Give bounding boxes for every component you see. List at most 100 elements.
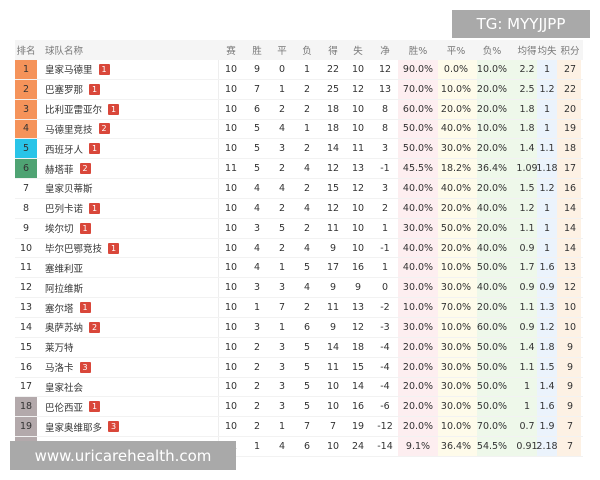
win-pct-cell: 40.0% <box>402 262 434 274</box>
table-row[interactable]: 7 皇家贝蒂斯 10 4 4 2 15 12 3 40.0% 40.0% 20.0% 1.5 1.2 16 <box>15 179 583 199</box>
team-name[interactable]: 马洛卡 <box>45 363 74 375</box>
loss-pct-cell: 50.0% <box>476 262 508 274</box>
rank-cell: 17 <box>19 381 33 393</box>
gd-cell: -3 <box>380 321 390 333</box>
team-name[interactable]: 皇家马德里 <box>45 65 93 77</box>
team-name[interactable]: 皇家贝蒂斯 <box>45 184 93 196</box>
avg-ga-cell: 1 <box>543 63 551 75</box>
drawn-cell: 4 <box>278 182 286 194</box>
gd-cell: -14 <box>377 440 393 452</box>
played-cell: 10 <box>224 103 238 115</box>
team-name[interactable]: 皇家社会 <box>45 382 84 394</box>
table-row[interactable]: 2 巴塞罗那 1 10 7 1 2 25 12 13 70.0% 10.0% 20.0% 2.5 1.2 22 <box>15 79 583 100</box>
table-row[interactable]: 1 皇家马德里 1 10 9 0 1 22 10 12 90.0% 0.0% 10.0% 2.2 1 27 <box>15 60 583 80</box>
rank-cell: 12 <box>19 282 33 294</box>
table-row[interactable]: 6 赫塔菲 2 11 5 2 4 12 13 -1 45.5% 18.2% 36.4% 1.09 1.18 1… <box>15 159 583 180</box>
team-name[interactable]: 巴伦西亚 <box>45 402 84 414</box>
team-name-cell: 马德里竞技 2 <box>45 120 110 139</box>
table-row[interactable]: 9 埃尔切 1 10 3 5 2 11 10 1 30.0% 50.0% 20.0% 1.1 1 14 <box>15 219 583 239</box>
win-pct-cell: 40.0% <box>402 202 434 214</box>
team-name[interactable]: 莱万特 <box>45 343 74 355</box>
team-name[interactable]: 赫塔菲 <box>45 164 74 176</box>
table-row[interactable]: 16 马洛卡 3 10 2 3 5 11 15 -4 20.0% 30.0% 50.0% 1.1 1.5 9 <box>15 358 583 378</box>
loss-pct-cell: 20.0% <box>476 143 508 155</box>
watermark-top: TG: MYYJJPP <box>452 10 590 38</box>
ga-cell: 10 <box>351 103 365 115</box>
rank-cell: 18 <box>15 397 37 417</box>
team-name[interactable]: 塞维利亚 <box>45 263 84 275</box>
table-row[interactable]: 10 毕尔巴鄂竞技 1 10 4 2 4 9 10 -1 40.0% 20.0% 40.0% 0.9 1 14 <box>15 239 583 259</box>
team-name[interactable]: 马德里竞技 <box>45 124 93 136</box>
points-cell: 7 <box>566 440 574 452</box>
ga-cell: 19 <box>351 421 365 433</box>
points-cell: 14 <box>563 222 577 234</box>
red-card-badge: 1 <box>108 242 120 254</box>
avg-ga-cell: 1 <box>543 103 551 115</box>
avg-gf-cell: 1 <box>523 401 531 413</box>
ga-cell: 24 <box>351 440 365 452</box>
table-row[interactable]: 19 皇家奥维耶多 3 10 2 1 7 7 19 -12 20.0% 10.0% 70.0% 0.7 1.… <box>15 417 583 438</box>
lost-cell: 5 <box>303 401 311 413</box>
avg-ga-cell: 1.5 <box>539 361 555 373</box>
table-row[interactable]: 12 阿拉维斯 10 3 3 4 9 9 0 30.0% 30.0% 40.0% 0.9 0.9 12 <box>15 278 583 299</box>
table-row[interactable]: 13 塞尔塔 1 10 1 7 2 11 13 -2 10.0% 70.0% 20.0% 1.1 1.3 10 <box>15 298 583 318</box>
team-name[interactable]: 巴列卡诺 <box>45 204 84 216</box>
red-card-badge: 3 <box>108 421 120 433</box>
win-pct-cell: 20.0% <box>402 381 434 393</box>
won-cell: 4 <box>253 262 261 274</box>
played-cell: 10 <box>224 321 238 333</box>
table-row[interactable]: 5 西班牙人 1 10 5 3 2 14 11 3 50.0% 30.0% 20.0% 1.4 1.1 18 <box>15 139 583 160</box>
team-name[interactable]: 毕尔巴鄂竞技 <box>45 244 103 256</box>
team-name-cell: 皇家马德里 1 <box>45 60 110 79</box>
draw-pct-cell: 20.0% <box>440 242 472 254</box>
team-name[interactable]: 埃尔切 <box>45 224 74 236</box>
team-name[interactable]: 西班牙人 <box>45 144 84 156</box>
table-row[interactable]: 3 比利亚雷亚尔 1 10 6 2 2 18 10 8 60.0% 20.0% 20.0% 1.8 1 20 <box>15 99 583 120</box>
win-pct-cell: 30.0% <box>402 222 434 234</box>
header-avg-gf: 均得 <box>517 46 537 57</box>
lost-cell: 6 <box>303 440 311 452</box>
drawn-cell: 3 <box>278 401 286 413</box>
table-row[interactable]: 4 马德里竞技 2 10 5 4 1 18 10 8 50.0% 40.0% 10.0% 1.8 1 19 <box>15 119 583 140</box>
loss-pct-cell: 20.0% <box>476 302 508 314</box>
drawn-cell: 1 <box>278 262 286 274</box>
win-pct-cell: 20.0% <box>402 361 434 373</box>
gf-cell: 12 <box>326 163 340 175</box>
table-row[interactable]: 17 皇家社会 10 2 3 5 10 14 -4 20.0% 30.0% 50.0% 1 1.4 9 <box>15 378 583 398</box>
points-cell: 9 <box>566 341 574 353</box>
drawn-cell: 4 <box>278 123 286 135</box>
loss-pct-cell: 60.0% <box>476 321 508 333</box>
won-cell: 2 <box>253 421 261 433</box>
team-name[interactable]: 奥萨苏纳 <box>45 323 84 335</box>
gf-cell: 22 <box>326 63 340 75</box>
rank-cell: 16 <box>19 361 33 373</box>
header-won: 胜 <box>252 46 262 57</box>
team-name-cell: 莱万特 <box>45 338 74 357</box>
rank-cell: 15 <box>19 341 33 353</box>
avg-gf-cell: 0.9 <box>519 282 535 294</box>
gd-cell: -1 <box>380 163 390 175</box>
avg-ga-cell: 1.1 <box>539 143 555 155</box>
standings-table: 排名 球队名称赛胜平负得失净胜% 平% 负% 均得 均失 积分 1 皇家马德里 1 10 9 0 1 22 1… <box>15 40 583 457</box>
table-row[interactable]: 8 巴列卡诺 1 10 4 2 4 12 10 2 40.0% 20.0% 40.0% 1.2 1 14 <box>15 199 583 219</box>
played-cell: 10 <box>224 63 238 75</box>
team-name[interactable]: 巴塞罗那 <box>45 85 84 97</box>
points-cell: 17 <box>563 163 577 175</box>
gf-cell: 11 <box>326 302 340 314</box>
table-row[interactable]: 15 莱万特 10 2 3 5 14 18 -4 20.0% 30.0% 50.0% 1.4 1.8 9 <box>15 338 583 358</box>
draw-pct-column-bg <box>438 60 477 457</box>
table-row[interactable]: 18 巴伦西亚 1 10 2 3 5 10 16 -6 20.0% 30.0% 50.0% 1 1.6 9 <box>15 397 583 418</box>
drawn-cell: 3 <box>278 341 286 353</box>
table-row[interactable]: 11 塞维利亚 10 4 1 5 17 16 1 40.0% 10.0% 50.0% 1.7 1.6 13 <box>15 258 583 279</box>
team-name[interactable]: 皇家奥维耶多 <box>45 422 103 434</box>
table-row[interactable]: 14 奥萨苏纳 2 10 3 1 6 9 12 -3 30.0% 10.0% 60.0% 0.9 1.2 10 <box>15 318 583 338</box>
win-pct-cell: 10.0% <box>402 302 434 314</box>
avg-ga-cell: 1.18 <box>536 163 558 175</box>
team-name[interactable]: 阿拉维斯 <box>45 283 84 295</box>
header-draw-pct: 平% <box>446 46 466 57</box>
loss-pct-cell: 40.0% <box>476 242 508 254</box>
ga-cell: 18 <box>351 341 365 353</box>
team-name[interactable]: 比利亚雷亚尔 <box>45 105 103 117</box>
loss-pct-cell: 20.0% <box>476 83 508 95</box>
team-name[interactable]: 塞尔塔 <box>45 303 74 315</box>
